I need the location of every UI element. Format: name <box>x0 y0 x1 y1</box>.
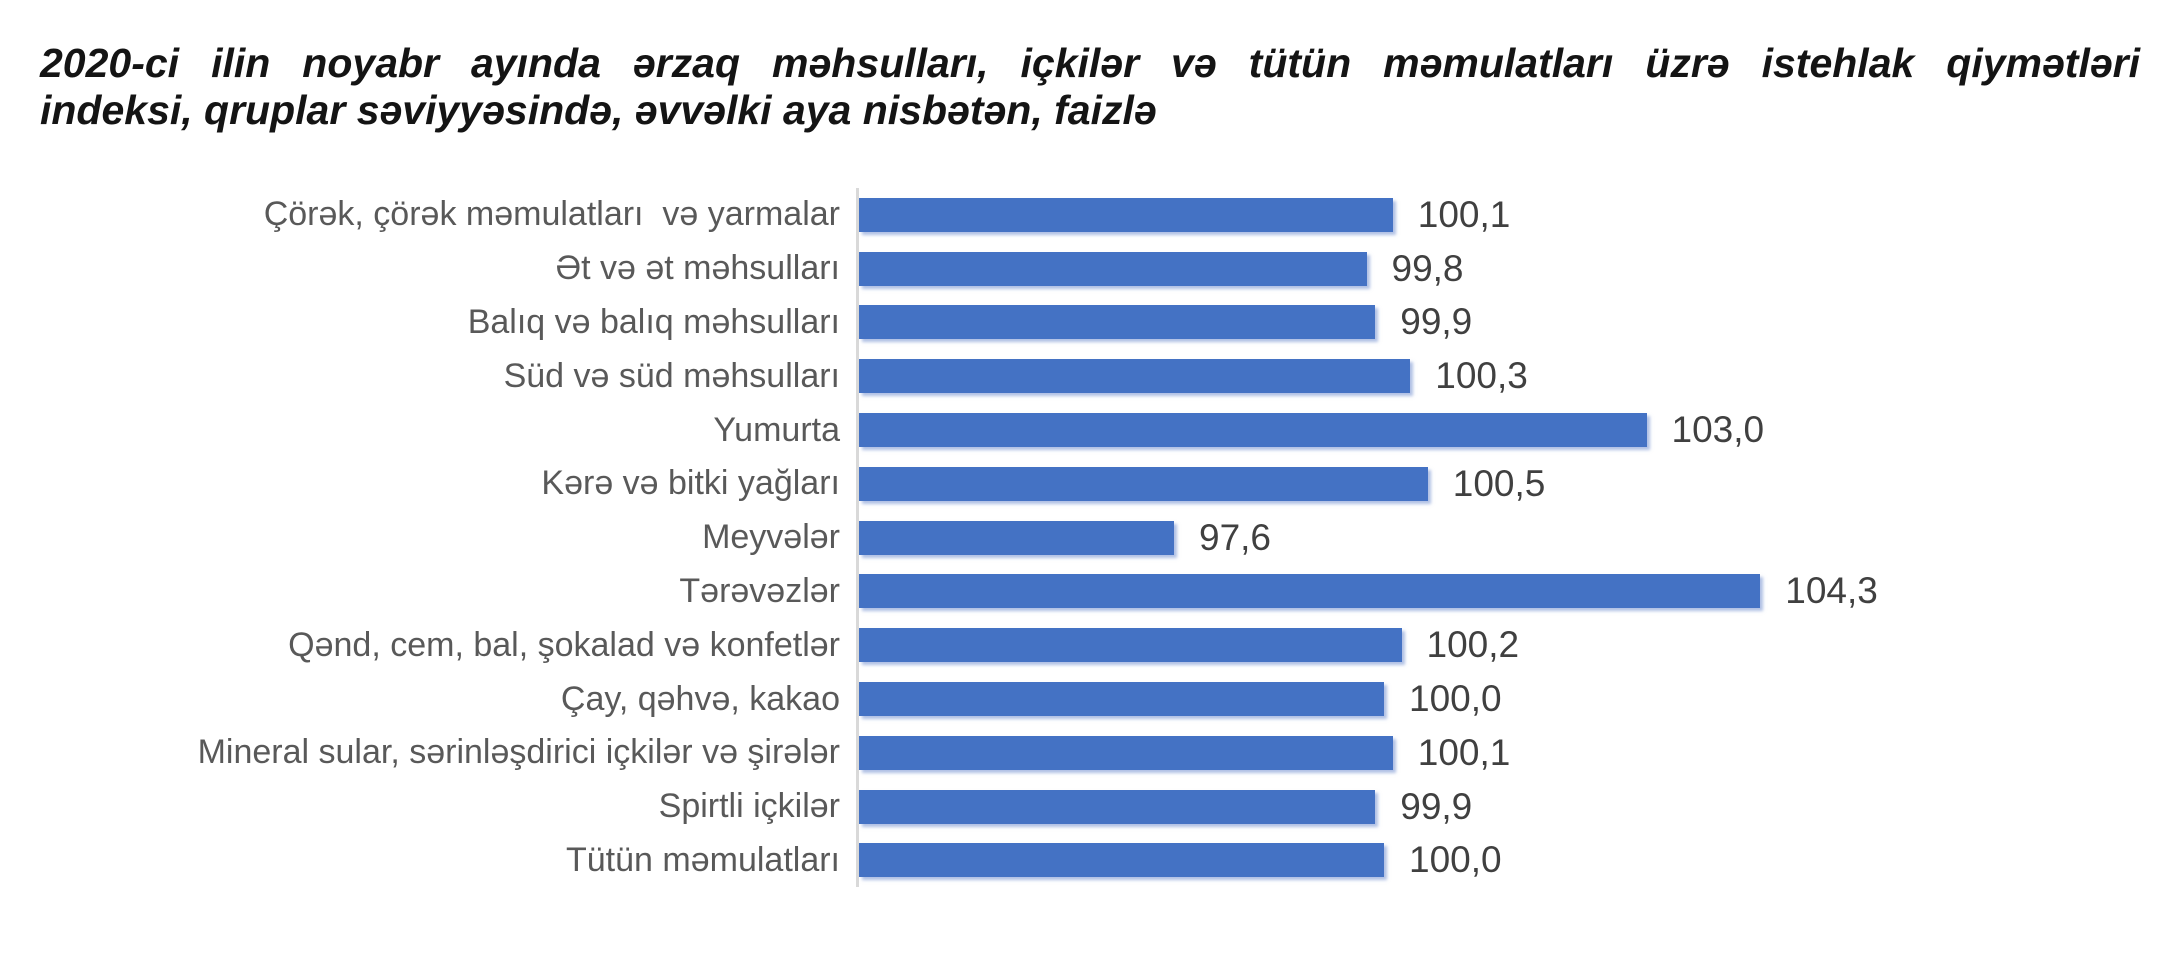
value-label: 100,2 <box>1426 624 1520 666</box>
chart-title-line-2: indeksi, qruplar səviyyəsində, əvvəlki a… <box>40 87 1157 133</box>
value-label: 99,8 <box>1391 247 1464 289</box>
chart-figure: 2020-ci ilin noyabr ayında ərzaq məhsull… <box>0 40 2178 888</box>
bar <box>859 843 1384 878</box>
chart-row: Meyvələr 97,6 <box>0 510 2178 565</box>
category-label: Meyvələr <box>702 518 840 557</box>
plot-area-row: 100,0 <box>856 672 2178 726</box>
value-label: 100,3 <box>1435 355 1528 397</box>
category-label: Tütün məmulatları <box>566 840 840 879</box>
bar <box>859 735 1393 770</box>
category-label: Ət və ət məhsulları <box>555 249 840 288</box>
value-label: 100,5 <box>1452 462 1546 504</box>
value-label: 100,1 <box>1417 193 1511 235</box>
plot-area-row: 99,8 <box>856 241 2178 296</box>
bar <box>859 574 1761 609</box>
chart-title: 2020-ci ilin noyabr ayında ərzaq məhsull… <box>40 40 2140 134</box>
category-label: Yumurta <box>713 410 840 449</box>
chart-row: Qənd, cem, bal, şokalad və konfetlər 100,… <box>0 618 2178 673</box>
bar-chart: Çörək, çörək məmulatları və yarmalar 100,… <box>0 188 2178 888</box>
plot-area-row: 100,5 <box>856 456 2178 511</box>
category-label: Spirtli içkilər <box>658 787 840 826</box>
plot-area-row: 100,2 <box>856 618 2178 673</box>
bar <box>859 682 1384 717</box>
chart-title-line-1: 2020-ci ilin noyabr ayında ərzaq məhsull… <box>40 40 2140 86</box>
category-label: Çörək, çörək məmulatları və yarmalar <box>263 195 840 234</box>
bar <box>859 520 1174 555</box>
chart-row: Ət və ət məhsulları 99,8 <box>0 241 2178 296</box>
plot-area-row: 100,1 <box>856 725 2178 780</box>
chart-row: Kərə və bitki yağları 100,5 <box>0 456 2178 511</box>
bar <box>859 305 1376 340</box>
plot-area-row: 97,6 <box>856 510 2178 565</box>
value-label: 100,0 <box>1409 678 1502 720</box>
chart-row: Çörək, çörək məmulatları və yarmalar 100,… <box>0 188 2178 242</box>
chart-row: Yumurta 103,0 <box>0 403 2178 457</box>
bar <box>859 359 1411 394</box>
category-label: Balıq və balıq məhsulları <box>467 302 840 341</box>
category-label: Tərəvəzlər <box>679 571 840 610</box>
category-label: Süd və süd məhsulları <box>503 356 840 395</box>
bar <box>859 466 1428 501</box>
chart-row: Çay, qəhvə, kakao 100,0 <box>0 672 2178 726</box>
plot-area-row: 99,9 <box>856 779 2178 834</box>
plot-area-row: 100,1 <box>856 188 2178 242</box>
value-label: 97,6 <box>1199 516 1272 558</box>
plot-area-row: 103,0 <box>856 403 2178 457</box>
chart-row: Süd və süd məhsulları 100,3 <box>0 349 2178 404</box>
plot-area-row: 104,3 <box>856 564 2178 619</box>
value-label: 99,9 <box>1400 301 1473 343</box>
category-label: Qənd, cem, bal, şokalad və konfetlər <box>288 625 840 664</box>
plot-area-row: 100,3 <box>856 349 2178 404</box>
plot-area-row: 99,9 <box>856 295 2178 350</box>
value-label: 99,9 <box>1400 785 1473 827</box>
category-label: Çay, qəhvə, kakao <box>560 679 840 718</box>
value-label: 103,0 <box>1671 409 1765 451</box>
plot-area-row: 100,0 <box>856 833 2178 888</box>
category-label: Kərə və bitki yağları <box>541 464 840 503</box>
category-label: Mineral sular, sərinləşdirici içkilər və… <box>197 733 840 772</box>
bar <box>859 413 1647 448</box>
bar <box>859 628 1402 663</box>
chart-row: Tərəvəzlər 104,3 <box>0 564 2178 619</box>
value-label: 104,3 <box>1785 570 1878 612</box>
chart-row: Balıq və balıq məhsulları 99,9 <box>0 295 2178 350</box>
bar <box>859 197 1393 232</box>
value-label: 100,0 <box>1409 839 1502 881</box>
bar <box>859 789 1376 824</box>
chart-row: Tütün məmulatları 100,0 <box>0 833 2178 888</box>
value-label: 100,1 <box>1417 731 1511 773</box>
chart-row: Spirtli içkilər 99,9 <box>0 779 2178 834</box>
chart-row: Mineral sular, sərinləşdirici içkilər və… <box>0 725 2178 780</box>
bar <box>859 251 1367 286</box>
